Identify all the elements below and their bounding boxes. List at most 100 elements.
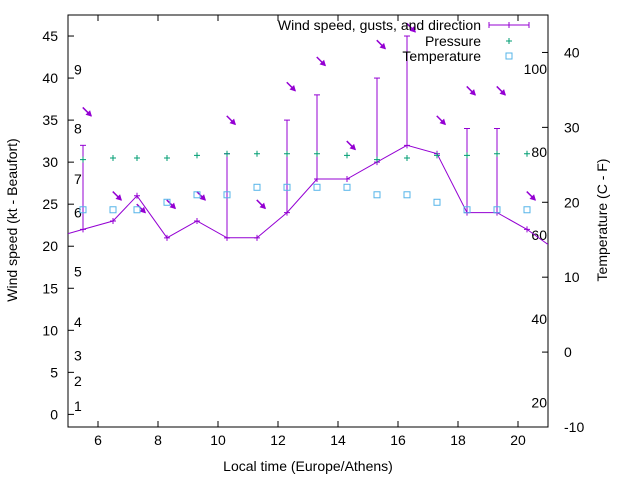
wind-direction-arrowhead [85, 110, 92, 117]
legend-sample-temperature [505, 52, 513, 60]
y2-axis-label: Temperature (C - F) [594, 159, 610, 282]
beaufort-label: 4 [74, 314, 82, 330]
y2-tick-label: 10 [564, 269, 580, 285]
temperature-point [523, 206, 531, 214]
pressure-point [524, 150, 530, 157]
legend: Wind speed, gusts, and direction Pressur… [278, 17, 530, 64]
pressure-point [80, 156, 86, 163]
temperature-point [313, 183, 321, 191]
wind-direction-arrowhead [289, 84, 296, 92]
fahrenheit-label: 40 [531, 311, 547, 327]
wind-point [254, 234, 260, 241]
pressure-point [110, 154, 116, 161]
y-tick-label: 0 [50, 406, 58, 422]
temperature-point [283, 183, 291, 191]
x-axis-label: Local time (Europe/Athens) [223, 458, 393, 474]
wind-point [224, 234, 230, 241]
pressure-point [434, 152, 440, 159]
pressure-point [344, 152, 350, 159]
y-tick-label: 40 [42, 70, 58, 86]
beaufort-label: 5 [74, 263, 82, 279]
temperature-point [493, 206, 501, 214]
wind-point [404, 142, 410, 149]
pressure-point [134, 154, 140, 161]
beaufort-label: 1 [74, 398, 82, 414]
wind-direction-arrowhead [139, 206, 146, 214]
beaufort-label: 2 [74, 373, 82, 389]
y-tick-label: 5 [50, 364, 58, 380]
beaufort-label: 9 [74, 62, 82, 78]
x-tick-label: 18 [450, 432, 466, 448]
legend-sample-pressure [506, 38, 512, 44]
legend-label-pressure: Pressure [425, 33, 481, 49]
temperature-point [403, 191, 411, 199]
y2-tick-label: 0 [564, 344, 572, 360]
y-tick-label: 30 [42, 154, 58, 170]
wind-direction-arrowhead [439, 118, 446, 126]
y-tick-label: 35 [42, 112, 58, 128]
beaufort-label: 7 [74, 171, 82, 187]
pressure-point [314, 150, 320, 157]
y-tick-label: 25 [42, 196, 58, 212]
y2-tick-label: 30 [564, 119, 580, 135]
beaufort-label: 3 [74, 348, 82, 364]
wind-direction-arrowhead [349, 143, 356, 151]
x-tick-label: 20 [510, 432, 526, 448]
legend-sample-wind-point [506, 22, 512, 28]
wind-direction-arrowhead [229, 118, 236, 126]
temperature-point [163, 198, 171, 206]
wind-direction-arrowhead [469, 89, 476, 96]
pressure-point [224, 150, 230, 157]
labels-layer: Local time (Europe/Athens) Wind speed (k… [4, 138, 610, 474]
pressure-point [254, 150, 260, 157]
legend-label-temperature: Temperature [402, 48, 481, 64]
wind-point [194, 218, 200, 224]
temperature-point [253, 183, 261, 191]
temperature-point [433, 198, 441, 206]
y2-tick-label: 40 [564, 44, 580, 60]
temperature-point [109, 206, 117, 214]
wind-point [134, 192, 140, 199]
wind-direction-arrowhead [115, 194, 122, 201]
temperature-point [133, 206, 141, 214]
pressure-point [494, 150, 500, 157]
y-tick-label: 20 [42, 238, 58, 254]
pressure-point [374, 156, 380, 163]
wind-point [164, 234, 170, 241]
fahrenheit-label: 60 [531, 227, 547, 243]
wind-direction-arrowhead [409, 26, 416, 33]
y-axis-label: Wind speed (kt - Beaufort) [4, 138, 20, 301]
temperature-point [193, 191, 201, 199]
beaufort-label: 6 [74, 205, 82, 221]
y-tick-label: 15 [42, 280, 58, 296]
wind-direction-arrowhead [169, 202, 176, 210]
wind-point [284, 209, 290, 216]
wind-point [344, 175, 350, 182]
wind-direction-arrowhead [259, 202, 266, 210]
temperature-point [223, 191, 231, 199]
temperature-point [79, 206, 87, 214]
fahrenheit-label: 20 [531, 394, 547, 410]
pressure-point [194, 152, 200, 159]
plot-frame [67, 14, 549, 428]
wind-point [314, 175, 320, 182]
temperature-point [373, 191, 381, 199]
y-tick-label: 10 [42, 322, 58, 338]
wind-point [80, 226, 86, 233]
y2-tick-label: 20 [564, 194, 580, 210]
y-tick-label: 45 [42, 28, 58, 44]
temperature-point [343, 183, 351, 191]
x-tick-label: 14 [330, 432, 346, 448]
legend-label-wind: Wind speed, gusts, and direction [278, 17, 481, 33]
wind-direction-arrowhead [319, 59, 326, 67]
wind-point [110, 218, 116, 224]
temperature-point [463, 206, 471, 214]
x-tick-label: 8 [154, 432, 162, 448]
x-tick-label: 16 [390, 432, 406, 448]
fahrenheit-label: 80 [531, 144, 547, 160]
axes-layer: 6 8 10 12 14 16 18 20051015202530354045-1001020… [42, 14, 584, 448]
wind-direction-arrowhead [529, 194, 536, 201]
pressure-point [284, 150, 290, 157]
